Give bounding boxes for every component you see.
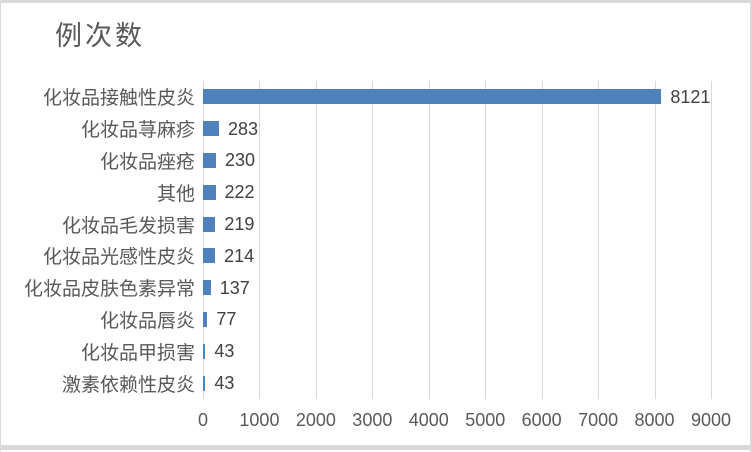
bar[interactable] <box>203 343 206 359</box>
x-axis: 0 1000 2000 3000 4000 5000 6000 7000 8000 9000 <box>1 410 752 436</box>
value-label: 43 <box>214 373 235 394</box>
bar[interactable] <box>203 280 211 296</box>
category-label: 化妆品毛发损害 <box>61 215 195 237</box>
gridline <box>428 81 430 399</box>
category-label: 激素依赖性皮炎 <box>61 374 195 396</box>
category-label: 化妆品荨麻疹 <box>80 120 195 142</box>
x-tick-label: 7000 <box>578 410 619 430</box>
category-label: 化妆品接触性皮炎 <box>42 88 195 110</box>
value-label: 230 <box>224 150 256 171</box>
category-label: 化妆品皮肤色素异常 <box>23 279 195 301</box>
bar-row: 137 <box>203 272 711 304</box>
plot-area: 8121 283 230 222 219 214 137 77 43 43 <box>203 81 712 399</box>
gridline <box>541 81 543 399</box>
category-axis: 化妆品接触性皮炎化妆品荨麻疹化妆品痤疮其他化妆品毛发损害化妆品光感性皮炎化妆品皮… <box>1 81 195 399</box>
x-tick-label: 1000 <box>239 410 280 430</box>
value-label: 283 <box>227 118 259 139</box>
bar-row: 230 <box>203 145 711 177</box>
gridline <box>315 81 317 399</box>
gridline <box>654 81 656 399</box>
bar-row: 219 <box>203 208 711 240</box>
category-label: 化妆品光感性皮炎 <box>42 247 195 269</box>
bar[interactable] <box>203 121 219 137</box>
x-tick-label: 9000 <box>690 410 732 430</box>
bar[interactable] <box>203 152 216 168</box>
category-label: 其他 <box>156 183 195 205</box>
bottom-edge-strip <box>1 445 750 450</box>
x-tick-label: 4000 <box>408 410 449 430</box>
category-label: 化妆品痤疮 <box>99 151 195 173</box>
bar-row: 222 <box>203 176 711 208</box>
x-tick-label: 0 <box>197 410 209 430</box>
bar[interactable] <box>203 184 216 200</box>
value-label: 8121 <box>670 86 711 107</box>
value-label: 222 <box>224 182 255 203</box>
gridline <box>372 81 374 399</box>
bar-row: 283 <box>203 113 711 145</box>
category-label: 化妆品甲损害 <box>80 342 195 364</box>
value-label: 214 <box>224 245 255 266</box>
value-label: 77 <box>216 309 237 330</box>
x-tick-label: 3000 <box>352 410 393 430</box>
bar-row: 8121 <box>203 81 711 113</box>
x-tick-label: 2000 <box>295 410 336 430</box>
top-edge-strip <box>1 0 750 3</box>
bar-row: 43 <box>203 367 711 399</box>
gridline <box>711 81 712 399</box>
chart-title: 例次数 <box>55 21 145 51</box>
gridline <box>259 81 261 399</box>
gridline <box>485 81 487 399</box>
bar-row: 77 <box>203 304 711 336</box>
gridline <box>203 81 204 399</box>
x-tick-label: 6000 <box>521 410 562 430</box>
bar[interactable] <box>203 248 216 264</box>
bar-row: 214 <box>203 240 711 272</box>
value-label: 43 <box>214 341 235 362</box>
gridline <box>598 81 600 399</box>
category-label: 化妆品唇炎 <box>99 310 195 332</box>
bar[interactable] <box>203 216 216 232</box>
x-tick-label: 8000 <box>634 410 675 430</box>
value-label: 137 <box>219 277 250 298</box>
bar-row: 43 <box>203 335 711 367</box>
bar[interactable] <box>203 375 206 391</box>
bar[interactable] <box>203 89 662 105</box>
bar[interactable] <box>203 311 208 327</box>
x-tick-label: 5000 <box>465 410 506 430</box>
value-label: 219 <box>224 214 255 235</box>
